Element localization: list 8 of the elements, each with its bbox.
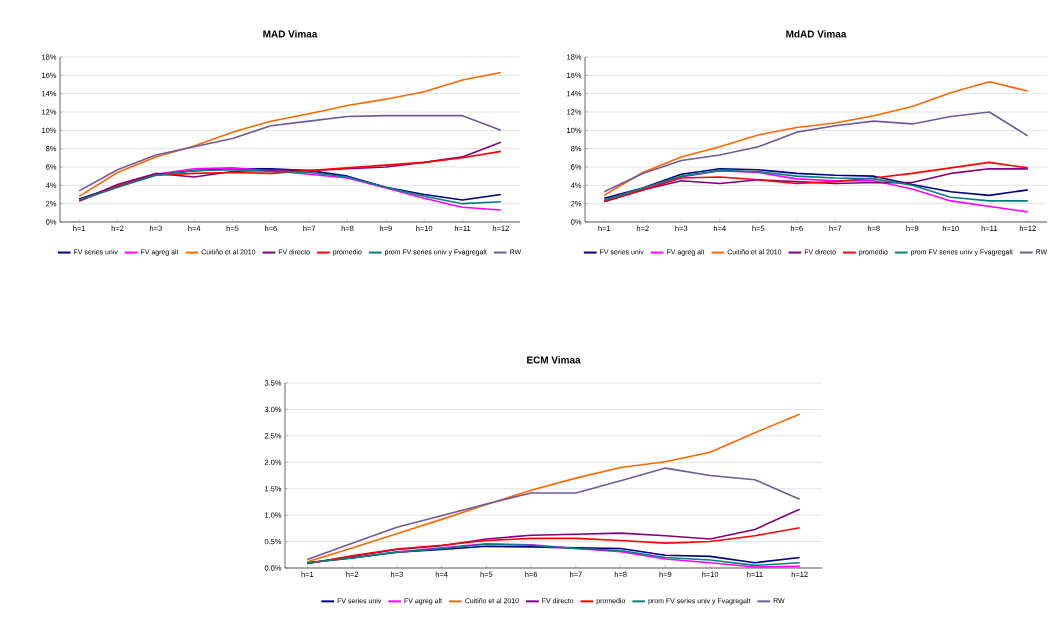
chart-title: MAD Vimaa — [263, 30, 318, 38]
line-series — [78, 71, 502, 198]
line-series — [306, 413, 801, 563]
chart-title: ECM Vimaa — [527, 356, 581, 364]
line-series — [306, 527, 801, 565]
chart-title: MdAD Vimaa — [786, 30, 847, 38]
line-series — [603, 80, 1029, 197]
line-series — [603, 111, 1029, 193]
